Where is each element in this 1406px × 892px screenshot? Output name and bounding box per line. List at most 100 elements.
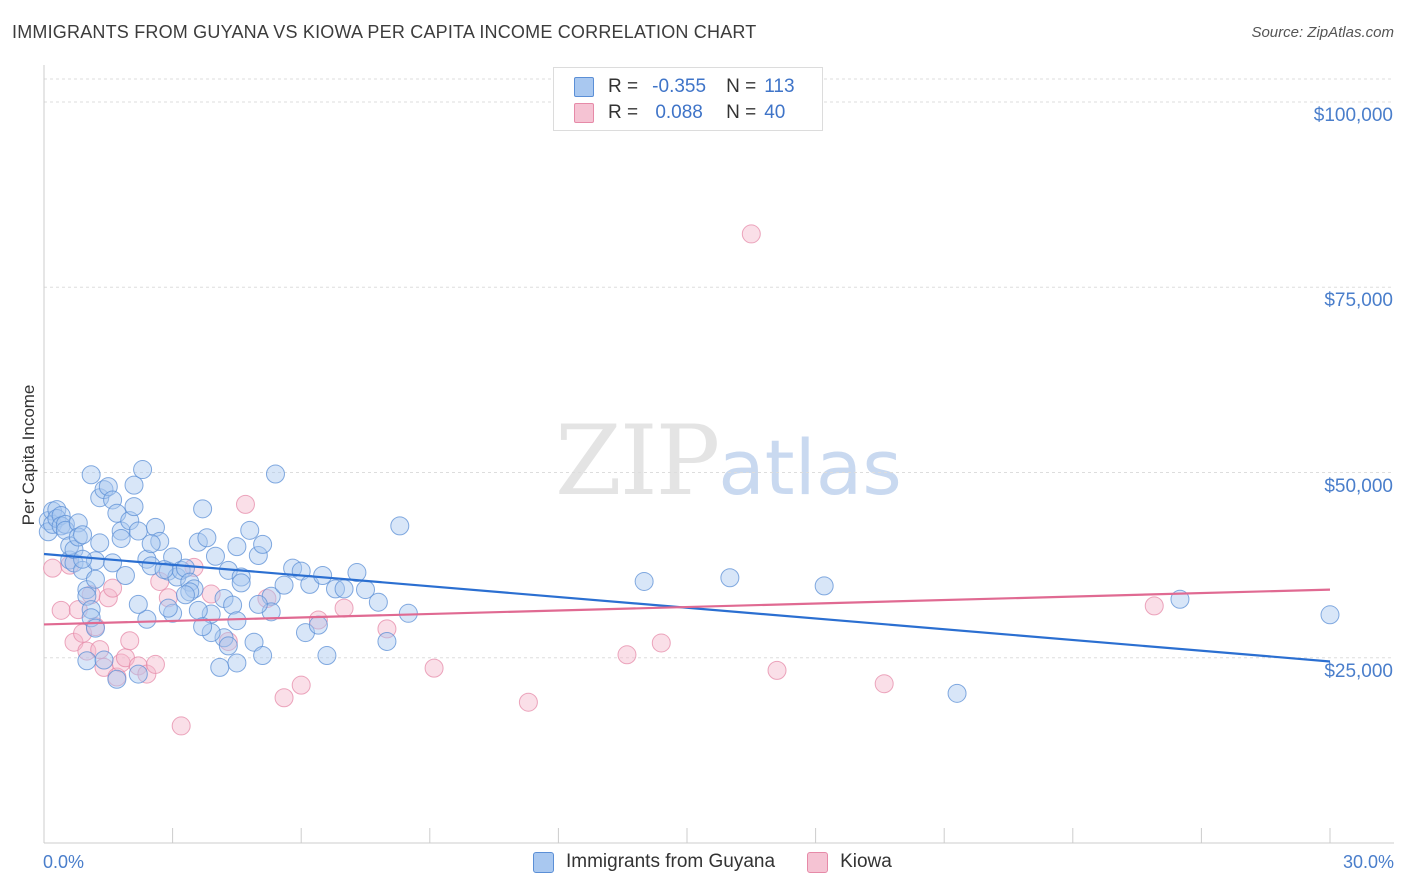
kiowa-point [874,674,894,694]
guyana-point [115,566,135,586]
guyana-point [141,534,161,554]
guyana-point [1320,605,1340,625]
y-tick-label: $25,000 [1324,660,1393,682]
guyana-point [227,653,247,673]
guyana-point [308,615,328,635]
guyana-point [231,573,251,593]
legend-r-label: R = [608,102,639,123]
kiowa-point [518,692,538,712]
guyana-point [124,497,144,517]
kiowa-point [235,494,255,514]
guyana-point [158,598,178,618]
guyana-point [197,528,217,548]
legend-row-guyana: R = -0.355 N = 113 [574,74,795,100]
guyana-point [368,592,388,612]
guyana-point [193,617,213,637]
kiowa-point [90,640,110,660]
y-tick-label: $75,000 [1324,290,1393,312]
guyana-point [77,651,97,671]
kiowa-point [145,654,165,674]
watermark-atlas: atlas [718,423,902,512]
guyana-point [248,546,268,566]
guyana-point [947,683,967,703]
kiowa-point [43,558,63,578]
guyana-point [240,520,260,540]
guyana-point [137,609,157,629]
legend-row-kiowa: R = 0.088 N = 40 [574,100,785,126]
guyana-point [145,517,165,537]
guyana-points [38,460,1340,703]
guyana-point [193,499,213,519]
kiowa-point [334,598,354,618]
series-label-kiowa: Kiowa [840,851,892,872]
guyana-point [244,632,264,652]
series-legend: Immigrants from Guyana Kiowa [533,851,892,873]
guyana-point [81,600,101,620]
y-tick-label: $100,000 [1313,105,1393,127]
guyana-point [634,571,654,591]
kiowa-point [103,578,123,598]
legend-swatch-blue [574,77,594,97]
kiowa-point [201,584,221,604]
guyana-point [253,534,273,554]
series-swatch-kiowa [807,851,829,873]
guyana-point [274,575,294,595]
guyana-point [231,567,251,587]
guyana-point [347,563,367,583]
series-swatch-guyana [533,851,554,873]
chart-title: IMMIGRANTS FROM GUYANA VS KIOWA PER CAPI… [12,22,757,42]
kiowa-point [171,716,191,736]
guyana-point [128,594,148,614]
guyana-point [253,646,273,666]
guyana-point [94,650,114,670]
x-tick-label-max: 30.0% [1342,852,1394,872]
guyana-point [390,516,410,536]
kiowa-point [651,633,671,653]
legend-r-value: -0.355 [652,76,707,97]
y-tick-label: $50,000 [1324,475,1393,497]
kiowa-point [274,688,294,708]
guyana-point [317,646,337,666]
guyana-point [133,460,153,480]
kiowa-point [291,675,311,695]
kiowa-point [51,600,71,620]
legend-n-label: N = [726,76,757,97]
guyana-point [51,505,71,525]
guyana-point [227,537,247,557]
guyana-point [248,594,268,614]
guyana-point [81,465,101,485]
guyana-point [227,611,247,631]
guyana-point [175,585,195,605]
kiowa-trend-line [43,588,1331,626]
guyana-point [313,566,333,586]
kiowa-point [98,588,118,608]
series-label-guyana: Immigrants from Guyana [566,851,776,872]
guyana-point [188,600,208,620]
guyana-point [265,464,285,484]
legend-n-value: 113 [764,76,795,97]
kiowa-point [767,660,787,680]
kiowa-point [424,658,444,678]
kiowa-point [120,631,140,651]
guyana-point [90,533,110,553]
guyana-point [124,475,144,495]
axes [43,65,1394,844]
guyana-point [175,558,195,578]
guyana-point [814,576,834,596]
kiowa-point [1144,596,1164,616]
stats-legend: R = -0.355 N = 113 R = 0.088 N = 40 [553,67,823,131]
guyana-point [210,657,230,677]
source-label: Source: ZipAtlas.com [1251,24,1394,41]
y-axis-label: Per Capita Income [19,384,38,526]
legend-n-value: 40 [764,102,786,123]
guyana-point [141,556,161,576]
guyana-point [223,595,243,615]
legend-r-value: 0.088 [655,102,703,123]
watermark: ZIPatlas [555,405,902,517]
kiowa-point [617,645,637,665]
guyana-point [218,636,238,656]
legend-r-label: R = [608,76,639,97]
guyana-point [107,669,127,689]
watermark-zip: ZIP [555,405,720,517]
